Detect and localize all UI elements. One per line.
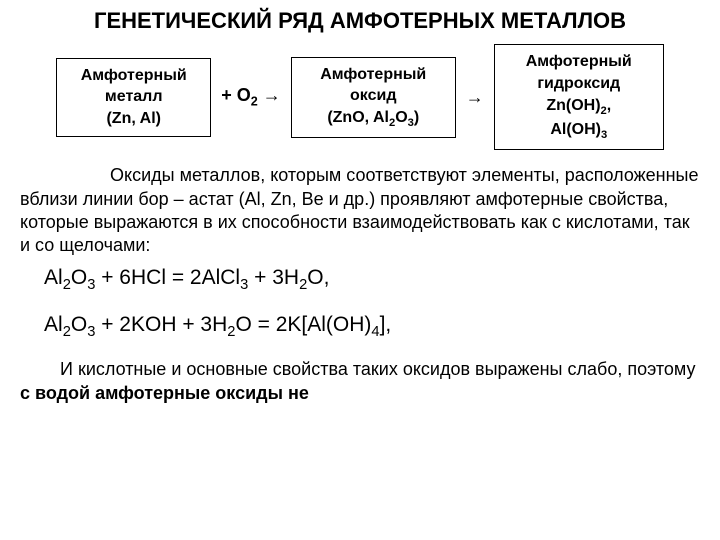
reaction-chain: Амфотерный металл (Zn, Al) + O2 → Амфоте… — [20, 44, 700, 150]
eq1-e: O, — [307, 266, 329, 289]
box3-s2: 3 — [601, 129, 607, 141]
equation-1: Al2O3 + 6HCl = 2AlCl3 + 3H2O, — [44, 264, 700, 295]
eq2-s1: 2 — [63, 324, 71, 340]
box-hydroxide: Амфотерный гидроксид Zn(OH)2, Al(OH)3 — [494, 44, 664, 150]
box2-l2: оксид — [350, 87, 396, 104]
box2-l3c: ) — [414, 109, 419, 126]
box3-l3b: , — [607, 97, 611, 114]
box3-l2: гидроксид — [537, 75, 620, 92]
eq1-s1: 2 — [63, 277, 71, 293]
conn1-sub: 2 — [251, 95, 258, 109]
equation-2: Al2O3 + 2KOH + 3H2O = 2K[Al(OH)4], — [44, 311, 700, 342]
box-metal: Амфотерный металл (Zn, Al) — [56, 58, 211, 137]
connector-2: → — [462, 87, 488, 108]
box1-l2: металл — [105, 88, 163, 105]
box1-l3: (Zn, Al) — [106, 110, 161, 127]
box3-l3a: Zn(OH) — [546, 97, 600, 114]
eq1-s4: 2 — [299, 277, 307, 293]
footer-a: И кислотные и основные свойства таких ок… — [60, 359, 696, 379]
box2-l1: Амфотерный — [320, 66, 426, 83]
eq1-a: Al — [44, 266, 63, 289]
box2-l3a: (ZnO, Al — [327, 109, 389, 126]
box1-l1: Амфотерный — [81, 67, 187, 84]
eq2-d: O = 2K[Al(OH) — [235, 313, 371, 336]
eq2-s4: 4 — [371, 324, 379, 340]
box3-l4a: Al(OH) — [550, 121, 601, 138]
footer-paragraph: И кислотные и основные свойства таких ок… — [20, 358, 700, 405]
explanation-paragraph: Оксиды металлов, которым соответствуют э… — [20, 164, 700, 258]
eq1-d: + 3H — [248, 266, 299, 289]
eq2-c: + 2KOH + 3H — [95, 313, 227, 336]
eq1-c: + 6HCl = 2AlCl — [95, 266, 240, 289]
box-oxide: Амфотерный оксид (ZnO, Al2O3) — [291, 57, 456, 138]
connector-1: + O2 → — [217, 85, 285, 109]
box3-l1: Амфотерный — [526, 53, 632, 70]
eq1-b: O — [71, 266, 87, 289]
page-title: ГЕНЕТИЧЕСКИЙ РЯД АМФОТЕРНЫХ МЕТАЛЛОВ — [20, 8, 700, 34]
eq2-a: Al — [44, 313, 63, 336]
conn1-a: + O — [221, 85, 251, 105]
eq2-e: ], — [380, 313, 392, 336]
conn1-b: → — [258, 85, 281, 105]
eq2-b: O — [71, 313, 87, 336]
footer-b: с водой амфотерные оксиды не — [20, 383, 309, 403]
box2-l3b: O — [395, 109, 407, 126]
